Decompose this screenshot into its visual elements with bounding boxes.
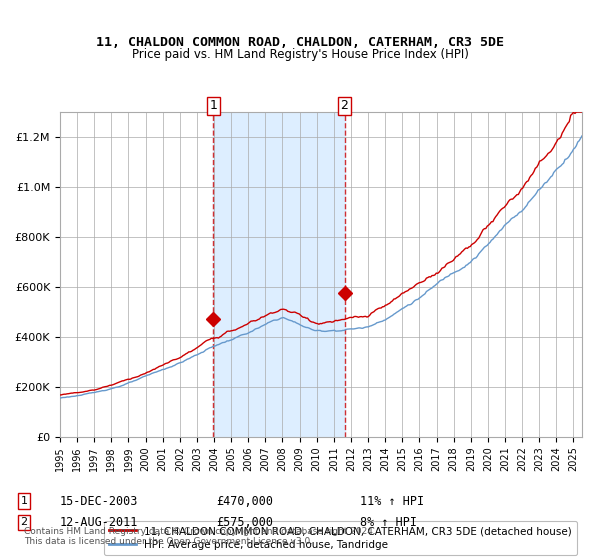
Text: 2: 2 (20, 517, 28, 528)
Text: 11, CHALDON COMMON ROAD, CHALDON, CATERHAM, CR3 5DE: 11, CHALDON COMMON ROAD, CHALDON, CATERH… (96, 36, 504, 49)
Legend: 11, CHALDON COMMON ROAD, CHALDON, CATERHAM, CR3 5DE (detached house), HPI: Avera: 11, CHALDON COMMON ROAD, CHALDON, CATERH… (104, 521, 577, 555)
Text: 1: 1 (209, 99, 217, 112)
Text: £575,000: £575,000 (216, 516, 273, 529)
Text: 11% ↑ HPI: 11% ↑ HPI (360, 494, 424, 508)
Text: 12-AUG-2011: 12-AUG-2011 (60, 516, 139, 529)
Text: 8% ↑ HPI: 8% ↑ HPI (360, 516, 417, 529)
Bar (214, 112, 344, 437)
Text: Contains HM Land Registry data © Crown copyright and database right 2024.
This d: Contains HM Land Registry data © Crown c… (24, 526, 376, 546)
Text: 15-DEC-2003: 15-DEC-2003 (60, 494, 139, 508)
Text: £470,000: £470,000 (216, 494, 273, 508)
Text: 2: 2 (341, 99, 349, 112)
Text: Price paid vs. HM Land Registry's House Price Index (HPI): Price paid vs. HM Land Registry's House … (131, 48, 469, 60)
Text: 1: 1 (20, 496, 28, 506)
